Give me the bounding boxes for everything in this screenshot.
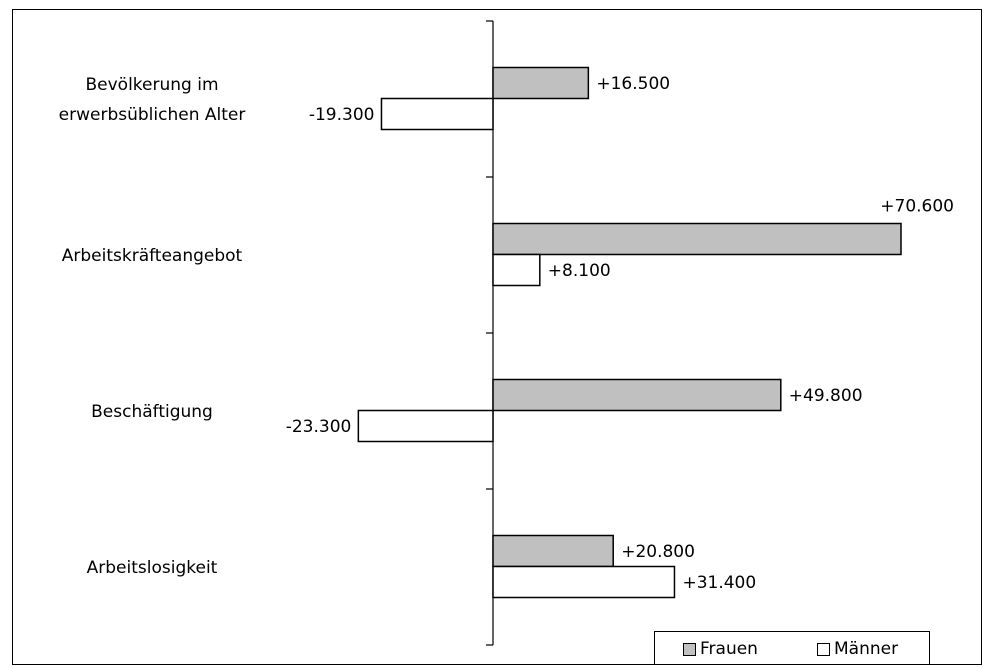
category-label: Beschäftigung	[91, 402, 213, 422]
legend-label-maenner: Männer	[834, 639, 899, 659]
label-layer: Bevölkerung im erwerbsüblichen Alter +16.5…	[59, 74, 954, 593]
category-label-line: Bevölkerung im	[85, 75, 218, 95]
bar-maenner	[492, 565, 676, 599]
bar-layer	[357, 66, 902, 599]
bar-maenner	[492, 253, 541, 287]
legend-item-maenner: Männer	[817, 639, 898, 659]
data-label: +20.800	[621, 542, 695, 562]
category-label-line: erwerbsüblichen Alter	[59, 105, 246, 125]
data-label: +8.100	[548, 261, 611, 281]
category-label: Arbeitslosigkeit	[87, 558, 218, 578]
legend: Frauen Männer	[654, 631, 930, 665]
data-label: +70.600	[880, 197, 954, 217]
data-label: +16.500	[596, 74, 670, 94]
bar-maenner	[380, 97, 494, 131]
data-label: -23.300	[286, 417, 352, 437]
legend-swatch-maenner	[817, 642, 830, 656]
legend-item-frauen: Frauen	[683, 639, 758, 659]
data-label: -19.300	[309, 105, 375, 125]
category-label-line: Beschäftigung	[91, 402, 213, 422]
legend-swatch-frauen	[683, 642, 696, 656]
legend-label-frauen: Frauen	[700, 639, 758, 659]
category-label-line: Arbeitslosigkeit	[87, 558, 218, 578]
bar-frauen	[492, 534, 614, 568]
category-label: Arbeitskräfteangebot	[62, 246, 243, 266]
data-label: +49.800	[789, 386, 863, 406]
chart-frame	[12, 9, 982, 665]
category-label-line: Arbeitskräfteangebot	[62, 246, 243, 266]
bar-frauen	[492, 378, 782, 412]
bar-frauen	[492, 222, 902, 256]
category-label: Bevölkerung im erwerbsüblichen Alter	[59, 75, 246, 125]
data-label: +31.400	[682, 573, 756, 593]
bar-frauen	[492, 66, 590, 100]
bar-maenner	[357, 409, 494, 443]
